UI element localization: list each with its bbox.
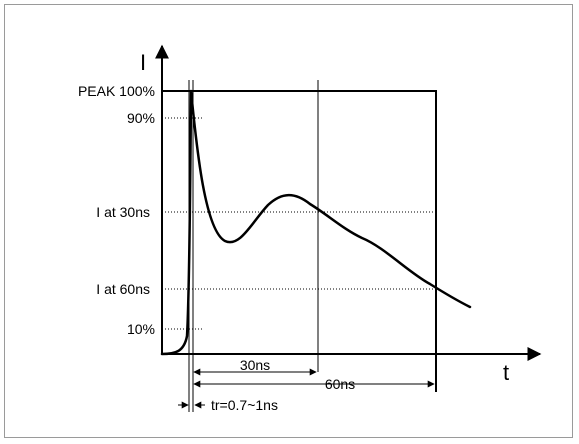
label-90-percent: 90% (127, 110, 155, 126)
label-60ns: 60ns (325, 376, 355, 392)
label-10-percent: 10% (127, 321, 155, 337)
current-waveform-curve (160, 89, 472, 356)
diagram-frame (4, 4, 573, 438)
label-rise-time: tr=0.7~1ns (211, 397, 278, 413)
x-axis-label: t (503, 360, 509, 385)
label-30ns: 30ns (240, 357, 270, 373)
label-peak-100-percent: PEAK 100% (78, 83, 155, 99)
y-axis-label: I (140, 50, 146, 75)
label-i-at-60ns: I at 60ns (96, 281, 150, 297)
label-i-at-30ns: I at 30ns (96, 204, 150, 220)
